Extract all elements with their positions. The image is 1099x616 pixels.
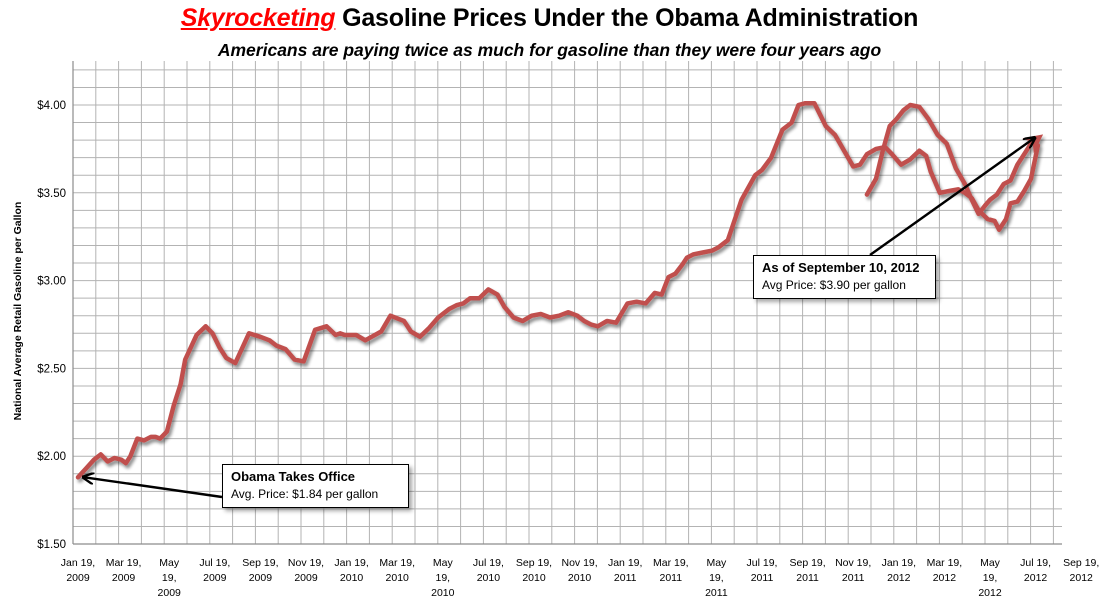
annotation-title: As of September 10, 2012 <box>762 260 920 275</box>
x-tick-label: May 19, 2010 <box>431 557 455 599</box>
annotation-obama-takes-office: Obama Takes Office Avg. Price: $1.84 per… <box>222 464 409 508</box>
annotation-text: Avg Price: $3.90 per gallon <box>762 278 906 292</box>
y-tick-label: $2.50 <box>37 363 66 375</box>
y-tick-label: $3.00 <box>37 276 66 288</box>
x-tick-label: Jul 19, 2010 <box>473 557 504 584</box>
x-tick-label: Sep 19, 2010 <box>516 557 552 584</box>
x-tick-label: Jul 19, 2012 <box>1020 557 1051 584</box>
x-tick-label: Jan 19, 2009 <box>61 557 95 584</box>
chart-title: Skyrocketing Gasoline Prices Under the O… <box>0 4 1099 33</box>
x-tick-label: Nov 19, 2010 <box>562 557 598 584</box>
title-highlight: Skyrocketing <box>180 4 336 32</box>
annotation-title: Obama Takes Office <box>231 469 356 484</box>
x-tick-label: May 19, 2011 <box>705 557 728 599</box>
x-tick-label: Mar 19, 2009 <box>106 557 142 584</box>
chart-subtitle: Americans are paying twice as much for g… <box>217 40 882 60</box>
x-tick-label: Sep 19, 2012 <box>1063 557 1099 584</box>
y-tick-label: $3.50 <box>37 188 66 200</box>
x-tick-label: May 19, 2009 <box>158 557 182 599</box>
annotation-as-of-sept-2012: As of September 10, 2012 Avg Price: $3.9… <box>753 255 936 299</box>
x-tick-label: Jan 19, 2012 <box>882 557 916 584</box>
annotation-arrow-sept-2012 <box>869 138 1034 256</box>
x-tick-label: Mar 19, 2011 <box>653 557 689 584</box>
x-tick-label: Mar 19, 2010 <box>379 557 415 584</box>
x-tick-label: Nov 19, 2011 <box>835 557 871 584</box>
x-tick-label: Jul 19, 2009 <box>199 557 230 584</box>
y-tick-label: $4.00 <box>37 100 66 112</box>
x-ticks: Jan 19, 2009 Mar 19, 2009 May 19, 2009 Jul 19, 2… <box>61 557 1099 599</box>
x-tick-label: Jul 19, 2011 <box>747 557 778 584</box>
title-rest: Gasoline Prices Under the Obama Administ… <box>342 4 919 32</box>
series-group <box>75 100 1044 480</box>
annotation-arrow-obama <box>84 477 223 499</box>
annotation-arrows <box>84 138 1034 499</box>
x-tick-label: Mar 19, 2012 <box>927 557 963 584</box>
x-tick-label: Jan 19, 2010 <box>334 557 368 584</box>
x-tick-label: Jan 19, 2011 <box>608 557 642 584</box>
y-tick-label: $2.00 <box>37 451 66 463</box>
x-tick-label: May 19, 2012 <box>978 557 1002 599</box>
x-tick-label: Sep 19, 2011 <box>789 557 825 584</box>
axes <box>72 61 1062 545</box>
price-line <box>75 100 1041 480</box>
y-ticks: $1.50 $2.00 $2.50 $3.00 $3.50 $4.00 <box>37 100 66 551</box>
y-tick-label: $1.50 <box>37 539 66 551</box>
price-line-continuation <box>864 102 1044 217</box>
x-tick-label: Sep 19, 2009 <box>242 557 278 584</box>
x-tick-label: Nov 19, 2009 <box>288 557 324 584</box>
annotation-text: Avg. Price: $1.84 per gallon <box>231 487 379 501</box>
